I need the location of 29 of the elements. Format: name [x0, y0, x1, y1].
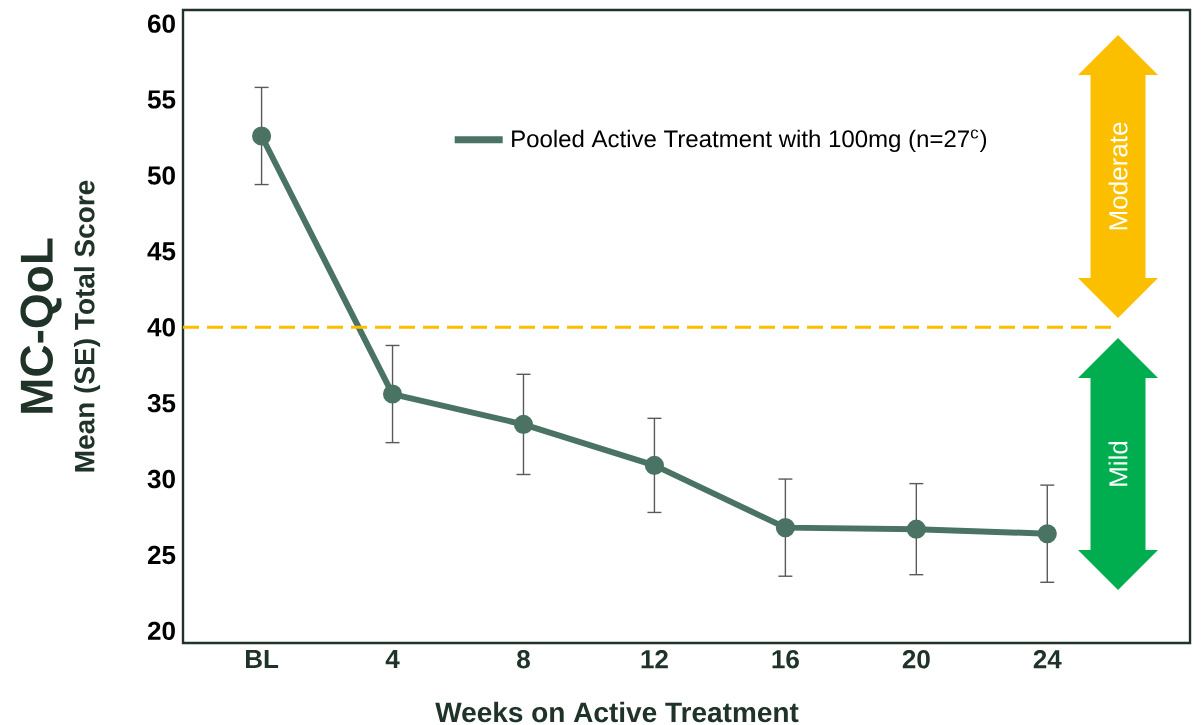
y-tick-label: 30: [147, 469, 175, 489]
y-tick-label: 45: [147, 242, 176, 261]
y-tick-label: 20: [147, 621, 175, 641]
x-tick-label: 4: [385, 650, 400, 668]
y-tick-label: 40: [147, 318, 175, 337]
annotation: Moderate: [1108, 122, 1128, 230]
y-tick-label: 55: [147, 90, 176, 109]
point: [906, 519, 926, 539]
x-tick-label: 12: [641, 650, 668, 669]
legend-label: Pooled Active Treatment with 100mg (n=27$^{c}$): [512, 129, 987, 153]
y-axis-title: MC-QoL: [20, 238, 62, 413]
point: [252, 126, 272, 146]
x-tick-label: BL: [246, 650, 279, 668]
x-tick-label: 24: [1033, 650, 1062, 669]
y-tick-label: 25: [147, 545, 176, 565]
annotation: Mild: [1108, 441, 1128, 486]
x-tick-label: 8: [517, 650, 530, 669]
y-tick-label: 60: [147, 14, 175, 33]
text: Mean (SE) Total Score: [73, 180, 101, 472]
x-tick-label: 16: [772, 650, 799, 669]
point: [644, 455, 664, 475]
x-tick-label: 20: [902, 650, 930, 669]
point: [382, 384, 403, 404]
point: [775, 518, 795, 538]
point: [1037, 524, 1057, 544]
y-tick-label: 35: [147, 393, 176, 413]
x-axis-title: Weeks on Active Treatment: [435, 701, 799, 723]
point: [513, 414, 534, 434]
y-tick-label: 50: [147, 166, 175, 185]
